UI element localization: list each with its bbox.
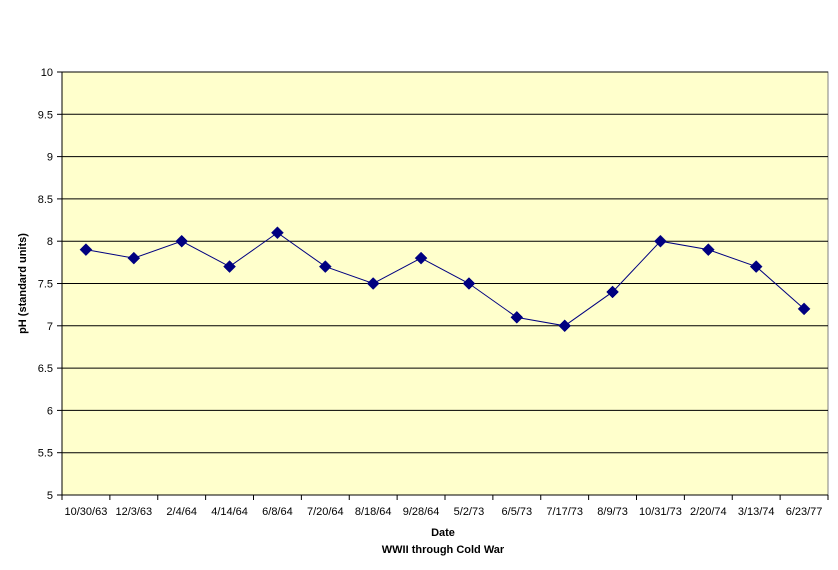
y-tick-label: 7 (47, 321, 53, 333)
series (79, 226, 811, 333)
x-tick-label: 3/13/74 (738, 506, 775, 518)
data-point (510, 310, 524, 324)
data-point (127, 251, 141, 265)
data-point (654, 234, 667, 248)
y-tick-label: 7.5 (38, 279, 53, 291)
data-point (414, 251, 428, 265)
x-tick-label: 8/9/73 (597, 506, 628, 518)
data-point (462, 277, 476, 290)
data-point (271, 226, 284, 240)
data-point (318, 260, 332, 273)
series-line (85, 232, 805, 327)
x-tick-label: 7/17/73 (546, 506, 583, 518)
data-point (366, 277, 380, 290)
data-point (79, 243, 93, 257)
y-tick-label: 9 (47, 152, 53, 164)
y-tick-label: 5 (47, 490, 53, 502)
data-point (797, 302, 811, 316)
y-tick-label: 8 (47, 236, 53, 248)
x-tick-label: 8/18/64 (355, 506, 392, 518)
y-tick-labels: 5 5.5 6 6.5 7 7.5 8 8.5 9 9.5 10 (38, 67, 53, 502)
x-tick-label: 7/20/64 (307, 506, 344, 518)
x-tick-label: 10/31/73 (639, 506, 682, 518)
data-point (701, 243, 715, 257)
x-tick-label: 6/8/64 (262, 506, 293, 518)
x-tick-label: 6/5/73 (502, 506, 533, 518)
x-tick-label: 12/3/63 (115, 506, 152, 518)
data-point (606, 285, 619, 299)
x-tick-label: 2/20/74 (690, 506, 727, 518)
y-tick-label: 8.5 (38, 194, 53, 206)
y-axis-label: pH (standard units) (17, 233, 29, 334)
x-tick-label: 9/28/64 (403, 506, 440, 518)
axes (61, 72, 829, 500)
data-point (223, 260, 236, 273)
data-point (175, 234, 189, 248)
x-tick-labels: 10/30/63 12/3/63 2/4/64 4/14/64 6/8/64 7/20/6… (65, 506, 823, 518)
y-tick-label: 10 (41, 67, 53, 79)
x-tick-label: 10/30/63 (65, 506, 108, 518)
y-tick-label: 6 (47, 405, 53, 417)
data-point (558, 319, 572, 333)
y-tick-label: 6.5 (38, 363, 53, 375)
x-tick-label: 6/23/77 (786, 506, 823, 518)
x-tick-label: 2/4/64 (166, 506, 197, 518)
y-tick-label: 5.5 (38, 448, 53, 460)
x-axis-label: Date (431, 527, 455, 539)
y-tick-label: 9.5 (38, 109, 53, 121)
x-tick-label: 5/2/73 (454, 506, 485, 518)
x-axis-sublabel: WWII through Cold War (382, 544, 505, 556)
data-point (749, 260, 763, 273)
x-tick-label: 4/14/64 (211, 506, 248, 518)
